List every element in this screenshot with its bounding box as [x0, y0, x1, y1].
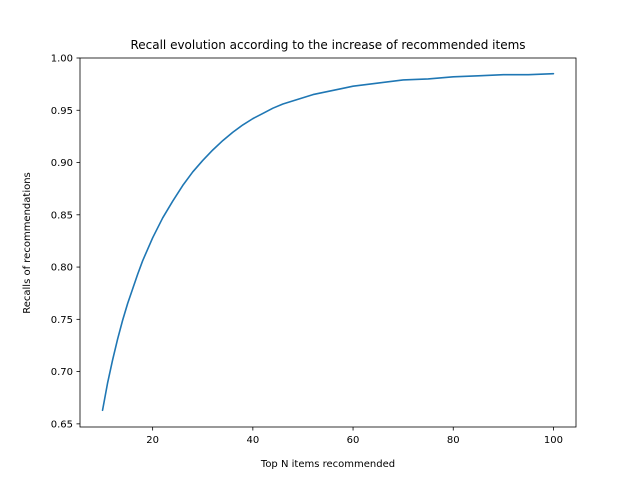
x-tick-label: 80 — [447, 435, 460, 446]
y-axis-label: Recalls of recommendations — [22, 172, 33, 314]
y-tick-label: 0.80 — [51, 263, 73, 274]
y-axis: 0.65 0.70 0.75 0.80 0.85 0.90 0.95 1.00 — [51, 54, 80, 430]
x-axis-label: Top N items recommended — [260, 459, 395, 470]
chart-title: Recall evolution according to the increa… — [130, 38, 525, 52]
x-tick-label: 60 — [347, 435, 360, 446]
plot-frame — [79, 57, 577, 428]
recall-line — [101, 72, 555, 412]
y-tick-label: 0.95 — [51, 106, 73, 117]
x-axis: 20 40 60 80 100 — [146, 427, 563, 446]
y-tick-label: 0.85 — [51, 210, 73, 221]
y-tick-label: 0.75 — [51, 315, 73, 326]
x-tick-label: 20 — [146, 435, 159, 446]
y-tick-label: 0.70 — [51, 367, 73, 378]
y-tick-label: 0.65 — [51, 419, 73, 430]
y-tick-label: 0.90 — [51, 158, 73, 169]
y-tick-label: 1.00 — [51, 54, 73, 65]
plot-area — [79, 57, 577, 428]
series-layer — [101, 72, 555, 412]
x-tick-label: 40 — [246, 435, 259, 446]
x-tick-label: 100 — [544, 435, 563, 446]
